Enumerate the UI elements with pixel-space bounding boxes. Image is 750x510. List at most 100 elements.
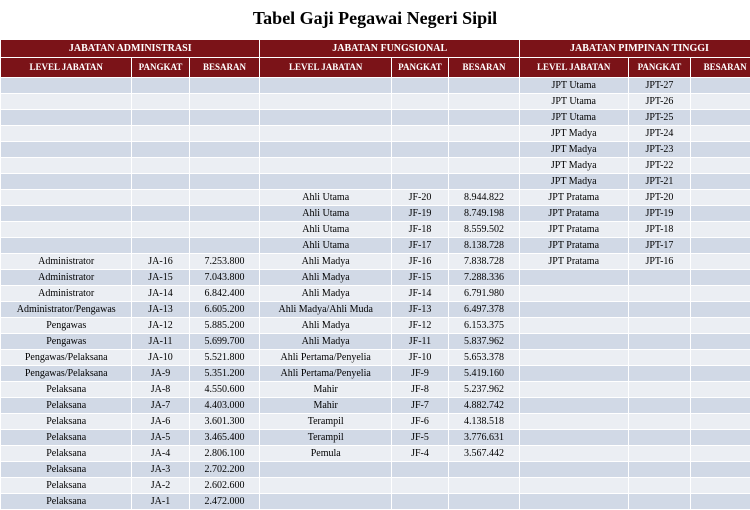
table-cell	[691, 190, 750, 206]
table-cell	[1, 222, 132, 238]
table-cell: Pengawas	[1, 334, 132, 350]
table-cell	[628, 302, 691, 318]
table-cell: JPT Pratama	[519, 238, 628, 254]
table-cell	[519, 398, 628, 414]
table-cell: JA-9	[132, 366, 189, 382]
table-cell	[132, 158, 189, 174]
table-cell	[519, 382, 628, 398]
table-cell: Pemula	[260, 446, 391, 462]
table-cell: JPT Madya	[519, 126, 628, 142]
table-cell: Ahli Madya	[260, 286, 391, 302]
table-cell	[132, 126, 189, 142]
table-cell: JPT Madya	[519, 158, 628, 174]
table-cell	[132, 222, 189, 238]
table-cell	[391, 174, 448, 190]
table-cell: Pelaksana	[1, 382, 132, 398]
table-cell	[691, 478, 750, 494]
table-cell: Ahli Utama	[260, 222, 391, 238]
table-cell	[449, 94, 520, 110]
table-cell	[628, 382, 691, 398]
table-cell	[628, 270, 691, 286]
table-cell	[391, 478, 448, 494]
table-cell: JPT-17	[628, 238, 691, 254]
table-cell	[691, 238, 750, 254]
table-cell: JA-4	[132, 446, 189, 462]
table-cell	[189, 126, 260, 142]
table-cell: 4.882.742	[449, 398, 520, 414]
table-cell	[691, 350, 750, 366]
table-cell	[1, 174, 132, 190]
table-cell	[628, 366, 691, 382]
table-cell	[260, 78, 391, 94]
table-cell	[691, 302, 750, 318]
table-cell	[691, 462, 750, 478]
table-row: PelaksanaJA-63.601.300TerampilJF-64.138.…	[1, 414, 750, 430]
table-cell: Ahli Pertama/Penyelia	[260, 366, 391, 382]
table-cell: 8.559.502	[449, 222, 520, 238]
table-cell	[691, 334, 750, 350]
table-cell	[691, 142, 750, 158]
table-cell: Administrator	[1, 270, 132, 286]
table-row: JPT MadyaJPT-21	[1, 174, 750, 190]
table-cell: JPT-19	[628, 206, 691, 222]
table-cell: JF-13	[391, 302, 448, 318]
table-cell: JA-2	[132, 478, 189, 494]
table-cell: JF-15	[391, 270, 448, 286]
table-cell	[628, 398, 691, 414]
table-row: PelaksanaJA-53.465.400TerampilJF-53.776.…	[1, 430, 750, 446]
table-cell: Mahir	[260, 382, 391, 398]
table-cell: JF-20	[391, 190, 448, 206]
table-cell	[691, 206, 750, 222]
table-row: PelaksanaJA-84.550.600MahirJF-85.237.962	[1, 382, 750, 398]
table-cell	[628, 334, 691, 350]
table-row: PelaksanaJA-74.403.000MahirJF-74.882.742	[1, 398, 750, 414]
table-cell	[628, 430, 691, 446]
table-row: PelaksanaJA-12.472.000	[1, 494, 750, 510]
table-cell	[519, 318, 628, 334]
table-cell: JF-11	[391, 334, 448, 350]
table-cell	[260, 174, 391, 190]
table-cell	[519, 334, 628, 350]
table-cell: JA-15	[132, 270, 189, 286]
col-level-3: LEVEL JABATAN	[519, 58, 628, 78]
table-row: PelaksanaJA-32.702.200	[1, 462, 750, 478]
table-cell	[691, 110, 750, 126]
table-cell: 5.237.962	[449, 382, 520, 398]
table-cell	[260, 110, 391, 126]
table-cell: JPT Pratama	[519, 190, 628, 206]
col-besaran-2: BESARAN	[449, 58, 520, 78]
table-cell: JF-4	[391, 446, 448, 462]
table-cell	[691, 94, 750, 110]
table-cell: JPT-26	[628, 94, 691, 110]
table-row: Pengawas/PelaksanaJA-95.351.200Ahli Pert…	[1, 366, 750, 382]
table-cell: JF-16	[391, 254, 448, 270]
table-cell	[132, 78, 189, 94]
table-cell	[691, 78, 750, 94]
table-cell: JPT Pratama	[519, 222, 628, 238]
table-cell: Pengawas/Pelaksana	[1, 366, 132, 382]
table-cell: 8.944.822	[449, 190, 520, 206]
table-cell: Pelaksana	[1, 414, 132, 430]
table-cell	[691, 446, 750, 462]
col-pangkat-2: PANGKAT	[391, 58, 448, 78]
table-cell: 8.749.198	[449, 206, 520, 222]
table-cell: JPT Utama	[519, 78, 628, 94]
table-row: PengawasJA-125.885.200Ahli MadyaJF-126.1…	[1, 318, 750, 334]
table-cell	[132, 174, 189, 190]
table-cell	[132, 190, 189, 206]
table-cell: JPT Madya	[519, 174, 628, 190]
table-cell: JA-12	[132, 318, 189, 334]
table-cell	[391, 126, 448, 142]
table-cell: JA-3	[132, 462, 189, 478]
table-cell: Pelaksana	[1, 398, 132, 414]
table-cell	[519, 414, 628, 430]
table-cell	[391, 94, 448, 110]
table-cell	[391, 142, 448, 158]
table-cell	[260, 142, 391, 158]
table-cell: 4.550.600	[189, 382, 260, 398]
page-title: Tabel Gaji Pegawai Negeri Sipil	[0, 0, 750, 39]
table-cell: JPT-25	[628, 110, 691, 126]
table-cell	[260, 94, 391, 110]
table-row: PengawasJA-115.699.700Ahli MadyaJF-115.8…	[1, 334, 750, 350]
table-cell	[519, 350, 628, 366]
